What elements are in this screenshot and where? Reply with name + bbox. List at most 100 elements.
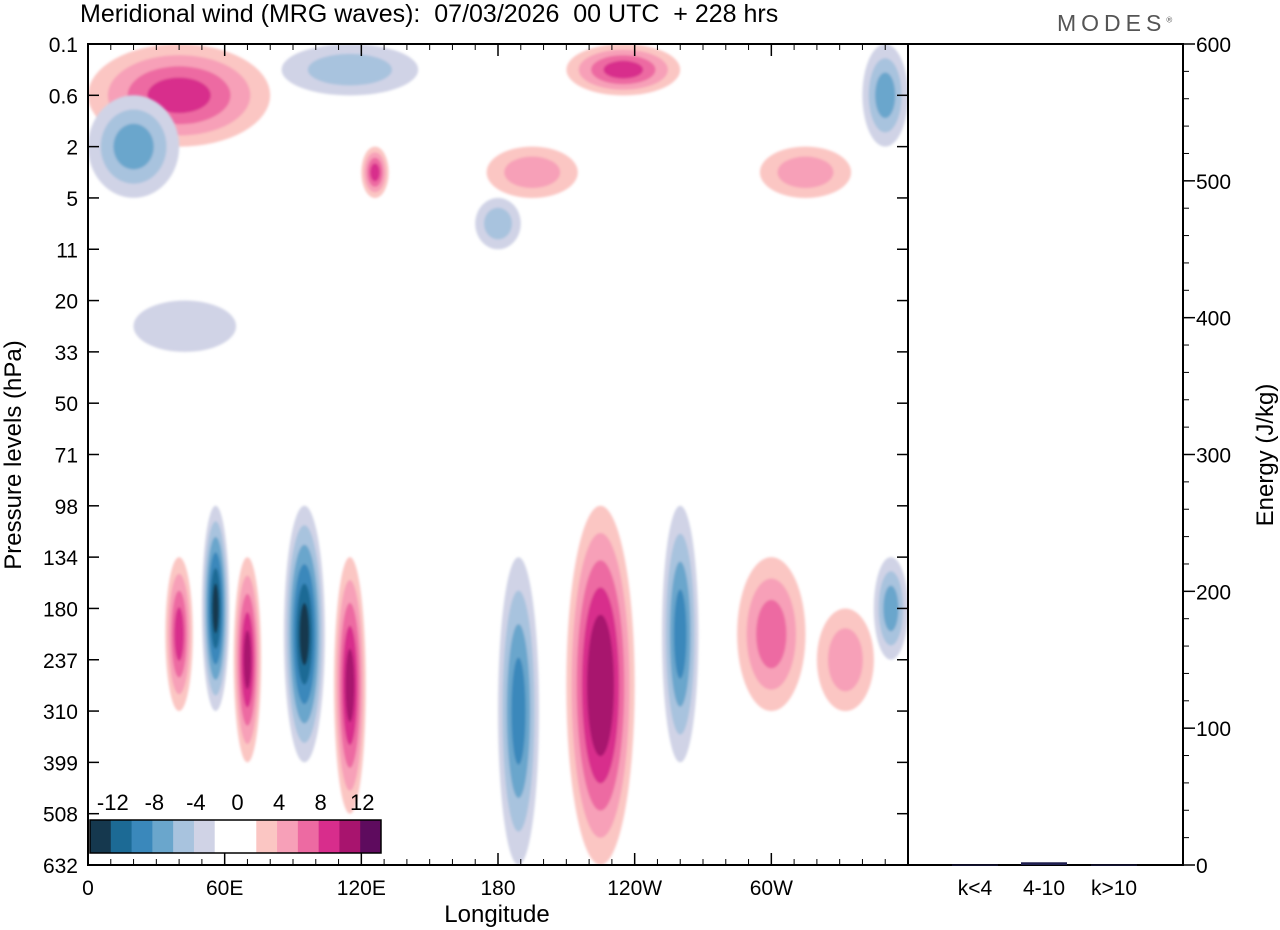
modes-logo: MODES® (1057, 10, 1172, 37)
contour-plot-area[interactable] (88, 44, 908, 865)
contour-level (147, 77, 211, 114)
x-tick-label: 120W (607, 877, 662, 900)
contour-level (673, 589, 687, 679)
contour-feature-pos-6 (566, 505, 635, 865)
x-tick-label: 60E (206, 877, 243, 900)
colorbar-label: -8 (145, 790, 165, 815)
contour-feature-neg-10 (873, 557, 908, 660)
y-tick-label: 2 (66, 137, 78, 160)
y-tick-label: 0.1 (49, 34, 78, 57)
contour-level (174, 607, 184, 661)
pressure-axis: 0.1 0.6 2 5 11 20 33 50 71 98 134 180 237 310 399 508 63… (43, 34, 908, 878)
y-tick-label: 632 (43, 855, 78, 878)
colorbar-swatch (277, 820, 299, 853)
contour-feature-neg-12 (281, 44, 419, 96)
contour-level (212, 583, 219, 634)
energy-tick-label: 300 (1196, 445, 1231, 468)
colorbar-label: 4 (273, 790, 285, 815)
colorbar: -12 -8 -4 0 4 8 12 (89, 790, 382, 854)
contour-level (756, 599, 787, 669)
longitude-axis: 0 60E 120E 180 120W 60W (82, 44, 886, 900)
contour-level (133, 300, 237, 352)
energy-bar-panel: 0 100 200 300 400 500 600 k<4 4-10 k>10 (907, 34, 1231, 900)
contour-feature-neg-20 (133, 300, 237, 352)
colorbar-swatch (339, 820, 361, 853)
contour-level (883, 585, 899, 632)
contour-feature-pos-1 (165, 557, 193, 712)
y-tick-label: 237 (43, 650, 78, 673)
y-tick-label: 98 (55, 496, 78, 519)
x-tick-label: 60W (750, 877, 793, 900)
colorbar-border (89, 819, 382, 854)
contour-feature-neg-14 (88, 95, 180, 198)
contour-feature-pos-19 (361, 146, 389, 198)
energy-axis-label: Energy (J/kg) (1252, 384, 1279, 527)
colorbar-swatch (193, 820, 216, 853)
contour-level (511, 657, 526, 765)
energy-tick-label: 400 (1196, 308, 1231, 331)
y-tick-label: 0.6 (49, 85, 78, 108)
y-tick-label: 508 (43, 804, 78, 827)
contour-feature-pos-13 (566, 44, 681, 96)
colorbar-label: -12 (97, 790, 129, 815)
y-tick-label: 33 (55, 342, 78, 365)
colorbar-swatch (90, 820, 112, 853)
contour-level (307, 53, 392, 86)
y-tick-label: 399 (43, 752, 78, 775)
energy-category-label: 4-10 (1023, 877, 1065, 900)
contour-feature-pos-2 (233, 557, 262, 763)
y-tick-label: 11 (56, 239, 78, 262)
contour-level (603, 60, 644, 79)
contour-level (827, 628, 863, 692)
contour-level (299, 603, 310, 666)
energy-tick-label: 500 (1196, 171, 1231, 194)
y-tick-label: 5 (66, 188, 78, 211)
colorbar-label: 12 (350, 790, 374, 815)
contour-feature-neg-18 (475, 197, 521, 250)
modes-logo-text: MODES (1057, 10, 1167, 36)
colorbar-swatch (318, 820, 340, 853)
contour-feature-neg-5 (498, 557, 539, 865)
contour-feature-pos-8 (737, 557, 806, 712)
contour-level (875, 72, 896, 119)
colorbar-swatch (360, 820, 382, 853)
x-axis-label: Longitude (444, 901, 549, 928)
colorbar-swatch (235, 820, 257, 853)
y-tick-label: 310 (43, 701, 78, 724)
contour-feature-pos-9 (816, 608, 874, 712)
colorbar-swatch (256, 820, 278, 853)
energy-tick-label: 200 (1196, 581, 1231, 604)
chart-title: Meridional wind (MRG waves): 07/03/2026 … (80, 0, 779, 28)
y-tick-label: 20 (55, 291, 78, 314)
x-tick-label: 0 (82, 877, 94, 900)
contour-level (592, 641, 609, 729)
y-tick-label: 71 (55, 445, 78, 468)
contour-feature-pos-16 (759, 146, 852, 198)
colorbar-label: -4 (186, 790, 206, 815)
x-tick-label: 120E (337, 877, 386, 900)
contour-level (243, 630, 252, 690)
contour-feature-neg-3 (283, 505, 325, 763)
contour-feature-pos-4 (334, 557, 366, 814)
contour-feature-neg-0 (201, 505, 230, 711)
energy-bar[interactable] (952, 864, 998, 866)
contour-level (484, 207, 512, 240)
energy-bar[interactable] (1091, 864, 1137, 866)
contour-feature-neg-7 (662, 505, 699, 763)
colorbar-swatch (152, 820, 174, 853)
energy-bar[interactable] (1021, 862, 1067, 865)
colorbar-label: 8 (314, 790, 326, 815)
bar-panel-frame[interactable] (907, 43, 1184, 866)
colorbar-label: 0 (231, 790, 243, 815)
energy-tick-label: 0 (1196, 855, 1208, 878)
y-axis-label: Pressure levels (hPa) (0, 340, 27, 569)
contour-fields (88, 44, 908, 865)
y-tick-label: 134 (43, 547, 78, 570)
colorbar-swatch (173, 820, 195, 853)
energy-category-label: k<4 (958, 877, 993, 900)
x-tick-label: 180 (480, 877, 515, 900)
colorbar-swatch (297, 820, 320, 853)
energy-category-label: k>10 (1091, 877, 1137, 900)
registered-mark: ® (1166, 15, 1173, 25)
